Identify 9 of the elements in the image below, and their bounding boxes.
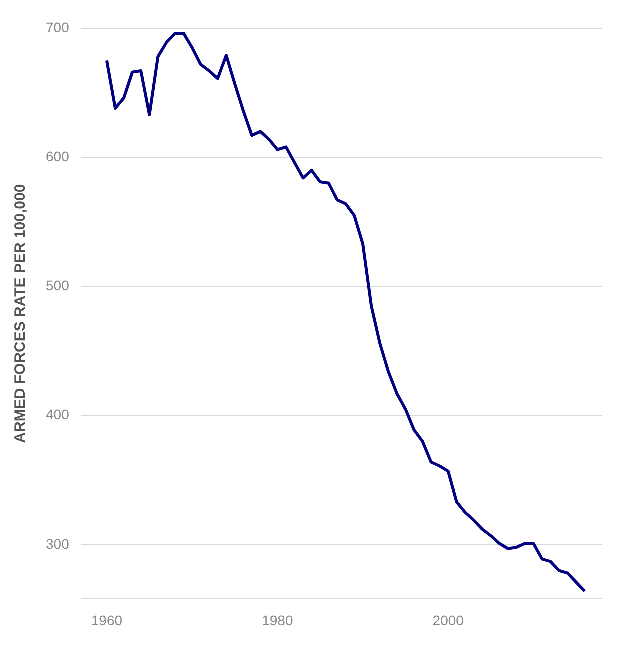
y-tick-label: 300 xyxy=(46,536,70,552)
y-axis-title: ARMED FORCES RATE PER 100,000 xyxy=(12,184,30,444)
y-tick-label: 700 xyxy=(46,19,70,36)
y-tick-label: 500 xyxy=(46,278,70,294)
x-tick-label: 1980 xyxy=(262,612,294,628)
y-tick-label: 400 xyxy=(46,406,70,423)
x-tick-label: 1960 xyxy=(91,612,123,628)
x-tick-label: 2000 xyxy=(432,612,464,628)
y-tick-label: 600 xyxy=(46,148,70,164)
